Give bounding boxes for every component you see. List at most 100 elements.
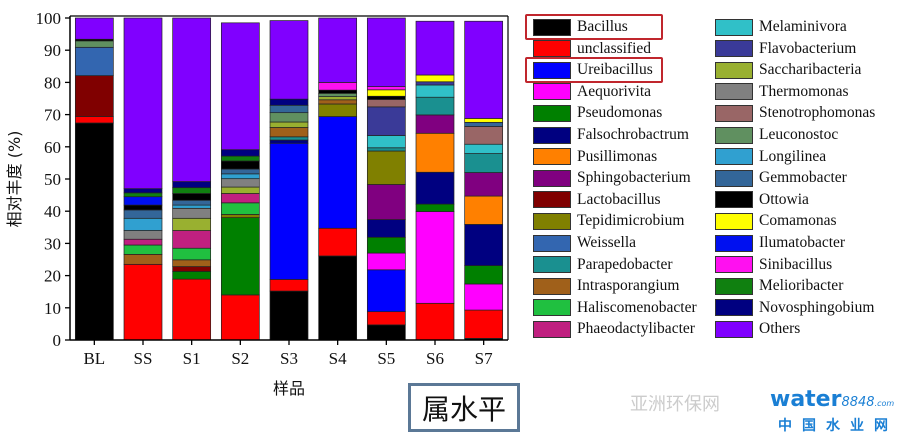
bar-segment-S3-intrasporangium [269, 127, 309, 138]
legend-label: Sphingobacterium [577, 169, 691, 187]
bar-segment-S7-unclassified [464, 309, 504, 339]
legend-label: Flavobacterium [759, 39, 857, 57]
legend-label: Comamonas [759, 212, 837, 230]
bar-segment-S4-saccharibacteria [318, 96, 358, 101]
legend-item-saccharibacteria: Saccharibacteria [715, 60, 861, 80]
legend-label: Sinibacillus [759, 255, 833, 273]
legend-swatch [533, 83, 571, 101]
y-tick-label: 90 [44, 41, 61, 60]
x-tick-label: S3 [280, 349, 298, 368]
legend-item-novosphingobium: Novosphingobium [715, 298, 874, 318]
legend-item-thermomonas: Thermomonas [715, 82, 849, 102]
bar-segment-S1-gemmobacter [172, 199, 212, 206]
legend-item-phaeodactylibacter: Phaeodactylibacter [533, 319, 695, 339]
bar-segment-SS-thermomonas [123, 230, 163, 240]
bar-segment-S6-falsochrobactrum [415, 171, 455, 205]
bar-segment-S3-saccharibacteria [269, 121, 309, 128]
watermark-logo-main: water [770, 387, 842, 412]
legend-item-parapedobacter: Parapedobacter [533, 255, 673, 275]
bar-segment-S1-longilinea [172, 204, 212, 209]
legend-label: Tepidimicrobium [577, 212, 685, 230]
legend-label: Weissella [577, 234, 637, 251]
bar-segment-S2-tepidimicrobium [220, 214, 260, 218]
x-tick-label: S5 [377, 349, 395, 368]
bar-segment-S4-sinibacillus [318, 82, 358, 91]
bar-segment-S6-unclassified [415, 302, 455, 341]
legend-item-leuconostoc: Leuconostoc [715, 125, 838, 145]
legend-highlight-box [525, 14, 663, 40]
bar-segment-SS-unclassified [123, 263, 163, 341]
legend-swatch [533, 148, 571, 166]
legend-label: Phaeodactylibacter [577, 320, 695, 338]
bar-segment-S2-longilinea [220, 173, 260, 180]
bar-segment-S5-parapedobacter [366, 147, 406, 152]
bar-segment-S5-tepidimicrobium [366, 150, 406, 185]
legend-swatch [715, 83, 753, 101]
legend-label: Longilinea [759, 147, 827, 165]
bar-segment-S4-leuconostoc [318, 92, 358, 97]
bar-segment-S2-unclassified [220, 294, 260, 341]
x-axis-label: 样品 [273, 379, 305, 398]
y-tick-label: 0 [53, 331, 62, 350]
x-tick-label: S6 [426, 349, 444, 368]
legend-label: Melaminivora [759, 18, 847, 35]
bar-segment-SS-gemmobacter [123, 209, 163, 219]
legend-label: unclassified [577, 39, 652, 57]
legend-label: Parapedobacter [577, 255, 673, 273]
bar-segment-S3-bacillus [269, 290, 309, 341]
legend-swatch [533, 191, 571, 209]
bar-segment-S1-haliscomenobacter [172, 247, 212, 261]
x-tick-label: S1 [183, 349, 201, 368]
bar-segment-S4-intrasporangium [318, 99, 358, 105]
bar-segment-S5-sinibacillus [366, 86, 406, 91]
bar-segment-S7-pseudomonas [464, 265, 504, 285]
bar-segment-S2-melioribacter [220, 155, 260, 162]
y-tick-label: 20 [44, 267, 61, 286]
x-tick-label: BL [83, 349, 105, 368]
bar-segment-S4-tepidimicrobium [318, 103, 358, 117]
legend-label: Melioribacter [759, 277, 844, 295]
legend-item-ilumatobacter: Ilumatobacter [715, 233, 845, 253]
legend-item-gemmobacter: Gemmobacter [715, 168, 847, 188]
bar-segment-S3-falsochrobactrum [269, 139, 309, 144]
legend-label: Pusillimonas [577, 147, 658, 165]
x-tick-label: SS [134, 349, 153, 368]
y-tick-label: 50 [44, 170, 61, 189]
bar-segment-S1-phaeodactylibacter [172, 230, 212, 249]
bar-segment-S6-parapedobacter [415, 96, 455, 116]
legend-item-lactobacillus: Lactobacillus [533, 190, 661, 210]
bar-segment-S3-others [269, 20, 309, 100]
legend-item-pseudomonas: Pseudomonas [533, 103, 662, 123]
level-label: 属水平 [421, 392, 506, 426]
legend-swatch [533, 40, 571, 58]
bar-segment-S7-stenotrophomonas [464, 126, 504, 145]
legend-label: Haliscomenobacter [577, 298, 697, 316]
legend-swatch [715, 61, 753, 79]
bar-segment-S2-thermomonas [220, 178, 260, 188]
legend-item-falsochrobactrum: Falsochrobactrum [533, 125, 689, 145]
bar-segment-S5-comamonas [366, 89, 406, 97]
legend-label: Leuconostoc [759, 126, 839, 143]
y-tick-label: 100 [36, 9, 62, 28]
legend-label: Others [759, 320, 801, 338]
bar-segment-S4-unclassified [318, 227, 358, 257]
bar-segment-SS-intrasporangium [123, 253, 163, 265]
legend-label: Novosphingobium [759, 298, 875, 316]
legend-label: Ureibacillus [577, 61, 653, 79]
bar-segment-S7-aequorivita [464, 283, 504, 311]
bar-segment-S5-sphingobacterium [366, 184, 406, 220]
legend-label: Ottowia [759, 190, 809, 208]
bar-segment-S1-others [172, 17, 212, 182]
level-label-box: 属水平 [408, 383, 520, 432]
bar-segment-S2-saccharibacteria [220, 186, 260, 194]
bar-segment-S3-ureibacillus [269, 142, 309, 280]
bar-segment-S7-sphingobacterium [464, 172, 504, 197]
bar-segment-SS-longilinea [123, 217, 163, 231]
x-tick-label: S7 [475, 349, 493, 368]
legend-swatch [715, 256, 753, 274]
y-tick-label: 40 [44, 202, 61, 221]
bar-segment-S6-sphingobacterium [415, 114, 455, 134]
bar-segment-S2-phaeodactylibacter [220, 193, 260, 204]
legend-item-melaminivora: Melaminivora [715, 17, 847, 37]
bar-segment-S1-lactobacillus [172, 266, 212, 272]
